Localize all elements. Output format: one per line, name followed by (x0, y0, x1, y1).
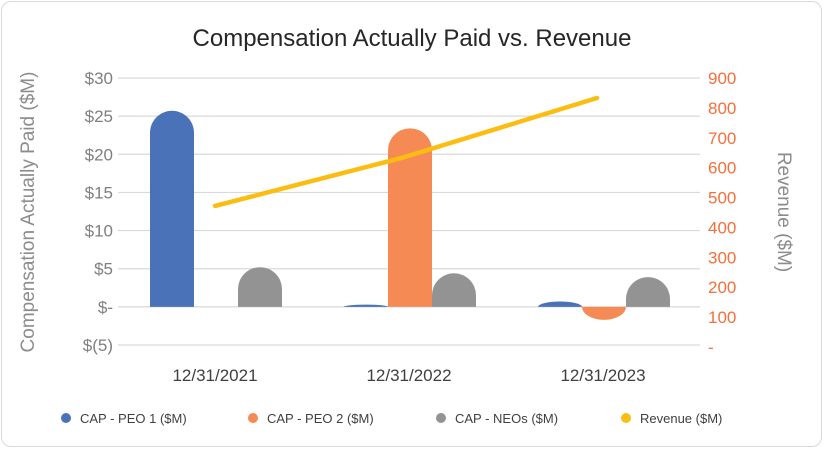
y-tick-label: $25 (85, 107, 113, 126)
y-tick-label: $5 (94, 260, 113, 279)
bar (238, 267, 282, 307)
legend-label: CAP - PEO 2 ($M) (267, 411, 374, 426)
y2-tick-label: 700 (708, 129, 736, 148)
y2-tick-label: - (708, 338, 714, 357)
y2-tick-label: 800 (708, 99, 736, 118)
bar (432, 273, 476, 307)
bar (626, 277, 670, 307)
y-tick-label: $- (98, 298, 113, 317)
legend-marker (61, 413, 71, 423)
legend-label: Revenue ($M) (640, 411, 722, 426)
y-tick-label: $15 (85, 183, 113, 202)
y2-tick-label: 400 (708, 218, 736, 237)
revenue-line (212, 95, 600, 209)
x-category-label: 12/31/2023 (560, 366, 645, 385)
y2-axis-label: Revenue ($M) (773, 152, 794, 272)
y2-tick-label: 600 (708, 159, 736, 178)
legend-label: CAP - PEO 1 ($M) (80, 411, 187, 426)
legend-marker (436, 413, 446, 423)
y2-tick-label: 300 (708, 248, 736, 267)
bar (582, 306, 626, 320)
y2-tick-label: 900 (708, 69, 736, 88)
legend-marker (621, 413, 631, 423)
y-tick-label: $30 (85, 69, 113, 88)
x-category-label: 12/31/2021 (172, 366, 257, 385)
chart-title: Compensation Actually Paid vs. Revenue (193, 25, 632, 52)
y-tick-label: $20 (85, 145, 113, 164)
legend-marker (248, 413, 258, 423)
y2-tick-label: 100 (708, 308, 736, 327)
y-axis-label: Compensation Actually Paid ($M) (18, 72, 39, 353)
bar (538, 301, 582, 307)
bar (344, 304, 388, 307)
bar (388, 128, 432, 307)
y-tick-label: $10 (85, 222, 113, 241)
legend-label: CAP - NEOs ($M) (455, 411, 558, 426)
x-category-label: 12/31/2022 (366, 366, 451, 385)
bar (150, 110, 194, 307)
y2-tick-label: 500 (708, 189, 736, 208)
y2-tick-label: 200 (708, 278, 736, 297)
y-tick-label: $(5) (83, 336, 113, 355)
